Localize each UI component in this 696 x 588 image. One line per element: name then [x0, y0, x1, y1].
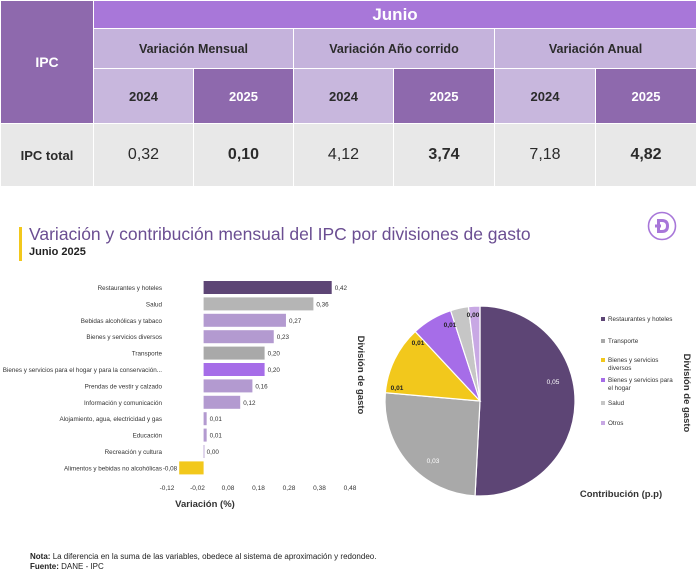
footnote: Nota: La diferencia en la suma de las va… [30, 552, 376, 572]
y-axis-title: División de gasto [355, 336, 366, 415]
pie-chart: 0,05 0,03 0,01 0,01 0,01 0,00 Restaurantes y h… [384, 305, 692, 500]
year-header: 2025 [594, 68, 696, 124]
pie-slice [474, 305, 576, 497]
value-label: 0,12 [243, 400, 256, 407]
pie-slice [467, 305, 481, 402]
legend-swatch [601, 401, 605, 405]
pie-value-label: 0,01 [391, 385, 404, 392]
table-cell: 7,18 [494, 123, 596, 187]
table-cell: 4,12 [293, 123, 394, 187]
legend-label: Bienes y servicios diversos [608, 357, 658, 372]
bar [203, 297, 314, 311]
bar [179, 461, 204, 475]
bar [203, 313, 286, 327]
x-tick-label: 0,28 [283, 485, 296, 492]
category-label: Alimentos y bebidas no alcohólicas [64, 465, 162, 472]
category-label: Prendas de vestir y calzado [85, 383, 163, 390]
category-label: Transporte [132, 351, 163, 358]
category-label: Bienes y servicios diversos [86, 334, 162, 341]
bar [203, 445, 205, 458]
x-tick-label: 0,38 [313, 485, 326, 492]
legend-label: Bienes y servicios para el hogar [608, 377, 673, 392]
note-label: Nota: [30, 552, 51, 561]
category-label: Información y comunicación [84, 400, 163, 407]
bar [203, 395, 241, 409]
pie-value-label: 0,05 [547, 379, 560, 386]
x-axis-title: Variación (%) [175, 499, 235, 510]
legend-swatch [601, 339, 605, 343]
x-tick-label: 0,48 [344, 485, 357, 492]
value-label: 0,23 [277, 334, 290, 341]
value-label: 0,20 [268, 351, 281, 358]
legend-label: Transporte [608, 338, 639, 345]
title-accent-bar [19, 227, 22, 261]
bar [203, 379, 253, 393]
x-tick-label: -0,02 [190, 485, 205, 492]
bar [203, 330, 274, 344]
source-label: Fuente: [30, 562, 59, 571]
pie-slice [384, 330, 482, 402]
bar [203, 428, 207, 442]
pie-value-label: 0,03 [427, 458, 440, 465]
year-header: 2024 [293, 68, 394, 124]
value-label: 0,27 [289, 318, 302, 325]
value-label: 0,16 [255, 383, 268, 390]
category-label: Salud [146, 301, 163, 308]
legend-swatch [601, 358, 605, 362]
pie-value-label: 0,01 [444, 322, 457, 329]
legend-label: Restaurantes y hoteles [608, 316, 672, 323]
x-tick-label: 0,08 [222, 485, 235, 492]
chart-title: Variación y contribución mensual del IPC… [29, 224, 531, 244]
table-cell: 0,10 [193, 123, 294, 187]
value-label: 0,42 [335, 285, 348, 292]
category-label: Recreación y cultura [105, 449, 163, 456]
legend-swatch [601, 421, 605, 425]
category-label: Restaurantes y hoteles [98, 285, 162, 292]
year-header: 2025 [193, 68, 294, 124]
legend-swatch [601, 317, 605, 321]
legend-swatch [601, 378, 605, 382]
group-header-ano-corrido: Variación Año corrido [293, 28, 495, 69]
year-header: 2024 [494, 68, 596, 124]
category-label: Educación [133, 433, 163, 440]
bar [203, 412, 207, 426]
x-tick-label: -0,12 [160, 485, 175, 492]
bar [203, 281, 332, 294]
x-axis-title: Contribución (p.p) [580, 489, 662, 500]
table-cell: 4,82 [594, 123, 696, 187]
row-label-ipc-total: IPC total [0, 123, 94, 187]
value-label: -0,08 [163, 465, 178, 472]
year-header: 2024 [93, 68, 194, 124]
pie-value-label: 0,00 [467, 312, 480, 319]
legend-label: Otros [608, 420, 623, 427]
bar-chart: Restaurantes y hoteles 0,42 Salud 0,36 Bebid… [3, 281, 366, 510]
category-label: Alojamiento, agua, electricidad y gas [59, 416, 162, 423]
source-text: DANE - IPC [61, 562, 104, 571]
pie-slice [384, 392, 481, 497]
chart-panel [0, 196, 696, 588]
x-tick-label: 0,18 [252, 485, 265, 492]
ipc-summary-table: IPC Junio Variación Mensual Variación Añ… [0, 0, 696, 187]
bar [203, 363, 265, 376]
value-label: 0,01 [210, 416, 223, 423]
row-header-ipc: IPC [0, 0, 94, 124]
pie-value-label: 0,01 [412, 340, 425, 347]
dane-logo-icon [647, 211, 677, 241]
table-cell: 0,32 [93, 123, 194, 187]
category-label: Bienes y servicios para el hogar y para … [3, 367, 163, 374]
chart-subtitle: Junio 2025 [29, 246, 86, 258]
legend-label: Salud [608, 400, 625, 407]
value-label: 0,00 [207, 449, 220, 456]
value-label: 0,20 [268, 367, 281, 374]
bar [203, 346, 265, 360]
category-label: Bebidas alcohólicas y tabaco [81, 318, 163, 325]
note-text: La diferencia en la suma de las variable… [52, 552, 377, 561]
y-axis-title: División de gasto [681, 354, 692, 433]
group-header-anual: Variación Anual [493, 28, 696, 69]
value-label: 0,01 [210, 433, 223, 440]
year-header: 2025 [393, 68, 495, 124]
value-label: 0,36 [316, 301, 329, 308]
